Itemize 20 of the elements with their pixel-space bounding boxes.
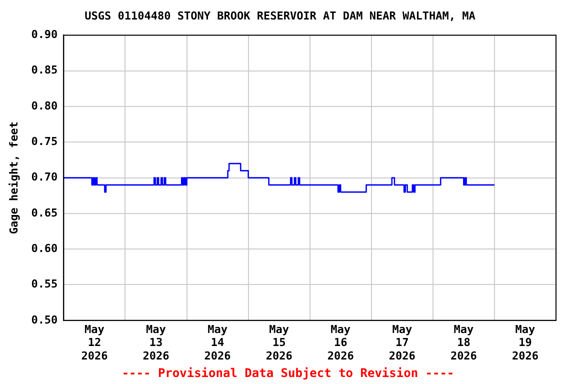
- y-tick-label: 0.85: [31, 64, 58, 77]
- y-tick-label: 0.65: [31, 206, 58, 220]
- x-tick-label: May 14 2026: [204, 322, 232, 362]
- y-axis-title: Gage height, feet: [7, 122, 20, 234]
- x-tick-label: May 18 2026: [450, 322, 478, 362]
- chart-title: USGS 01104480 STONY BROOK RESERVOIR AT DAM NEAR WALTHAM, MA: [84, 9, 476, 22]
- y-tick-label: 0.50: [31, 313, 58, 326]
- x-tick-label: May 16 2026: [327, 322, 354, 362]
- y-tick-label: 0.90: [31, 28, 58, 42]
- x-tick-label: May 17 2026: [388, 322, 416, 362]
- x-tick-label: May 19 2026: [512, 322, 539, 362]
- y-tick-label: 0.75: [31, 135, 58, 148]
- x-tick-label: May 13 2026: [142, 322, 170, 362]
- x-tick-label: May 15 2026: [266, 322, 293, 362]
- y-tick-label: 0.55: [31, 278, 58, 291]
- text: ---- Provisional Data Subject to Revision ----: [120, 366, 456, 380]
- x-tick-label: May 12 2026: [81, 322, 108, 362]
- y-tick-label: 0.60: [31, 242, 58, 255]
- y-tick-label: 0.80: [31, 99, 58, 112]
- y-tick-label: 0.70: [31, 170, 58, 184]
